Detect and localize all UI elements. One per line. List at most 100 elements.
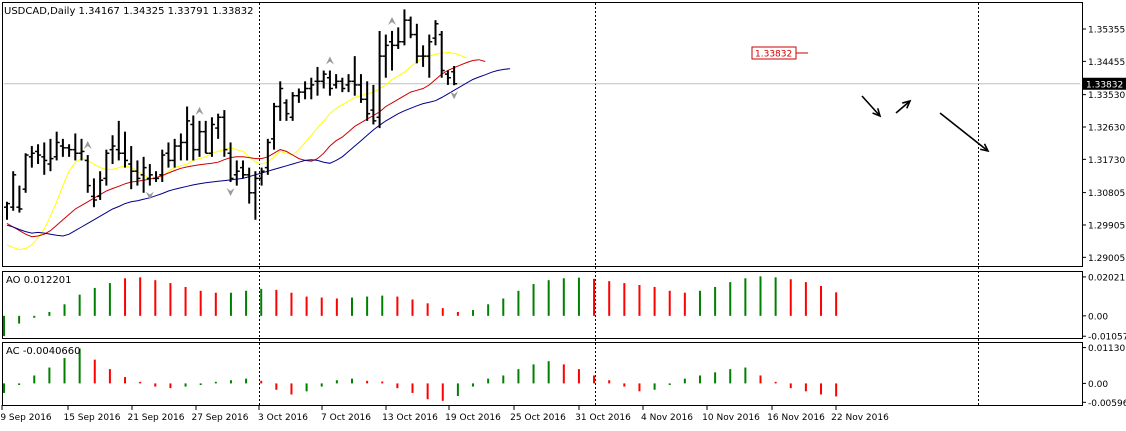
ohlc-bar — [134, 160, 141, 186]
ohlc-bar — [97, 171, 104, 200]
ohlc-bar — [295, 88, 302, 103]
ohlc-bar — [196, 120, 203, 157]
ohlc-bar — [72, 133, 79, 161]
ohlc-bar — [221, 110, 228, 157]
ohlc-bar — [208, 117, 215, 157]
ohlc-bar — [320, 70, 327, 89]
main-panel-frame — [2, 2, 1083, 267]
time-tick-label: 4 Nov 2016 — [641, 413, 693, 423]
price-plot: 1.33832 — [4, 9, 1080, 251]
ohlc-bar — [84, 155, 91, 193]
price-tick-label: 1.29005 — [1088, 254, 1125, 264]
ma-red-line — [6, 59, 486, 238]
ohlc-bar — [35, 144, 42, 165]
down-fractal-arrow — [226, 188, 235, 197]
ohlc-bar — [308, 77, 315, 100]
ohlc-bar — [345, 74, 352, 93]
ohlc-bar — [53, 131, 60, 161]
ac-panel-frame — [2, 342, 1083, 406]
ao-tick-label: -0.010579 — [1088, 333, 1126, 343]
ohlc-bar — [432, 20, 439, 46]
ohlc-bar — [283, 99, 290, 121]
ohlc-bar — [271, 102, 278, 150]
ohlc-bar — [165, 142, 172, 168]
time-tick-label: 15 Sep 2016 — [63, 413, 120, 423]
down-fractal-arrow — [145, 191, 154, 200]
down-fractal-arrow — [450, 91, 459, 100]
ohlc-bar — [109, 135, 116, 165]
ohlc-bar — [128, 146, 135, 190]
time-tick-label: 27 Sep 2016 — [191, 413, 248, 423]
ohlc-bar — [153, 171, 160, 183]
pending-order-label: 1.33832 — [755, 50, 792, 60]
ao-title: AO 0.012201 — [6, 275, 71, 286]
ohlc-bar — [202, 120, 209, 154]
ohlc-bar — [326, 70, 333, 96]
price-tick-label: 1.29905 — [1088, 221, 1125, 231]
time-tick-label: 10 Nov 2016 — [702, 413, 760, 423]
ohlc-bar — [22, 153, 29, 193]
ohlc-bar — [389, 30, 396, 71]
ohlc-bar — [233, 160, 240, 186]
ohlc-bar — [407, 16, 414, 39]
ohlc-bar — [444, 70, 451, 85]
up-fractal-arrow — [388, 16, 397, 25]
ohlc-bar — [364, 81, 371, 121]
ac-tick-label: 0.00 — [1088, 380, 1108, 390]
chart-title: USDCAD,Daily 1.34167 1.34325 1.33791 1.3… — [4, 6, 254, 17]
time-tick-label: 19 Oct 2016 — [445, 413, 501, 423]
price-tick-label: 1.34455 — [1088, 58, 1125, 68]
time-tick-label: 16 Nov 2016 — [767, 413, 825, 423]
price-tick-label: 1.31730 — [1088, 156, 1125, 166]
ohlc-bar — [28, 146, 35, 168]
ohlc-bar — [277, 81, 284, 121]
up-fractal-arrow — [325, 56, 334, 65]
ohlc-bar — [171, 138, 178, 168]
ohlc-bar — [339, 77, 346, 93]
time-tick-label: 7 Oct 2016 — [321, 413, 371, 423]
ohlc-bar — [426, 34, 433, 78]
ohlc-bar — [370, 84, 377, 125]
ohlc-bar — [401, 9, 408, 46]
forecast-arrow-up-head — [902, 99, 912, 109]
ohlc-bar — [140, 156, 147, 193]
time-tick-label: 9 Sep 2016 — [0, 413, 52, 423]
ohlc-bar — [190, 115, 197, 161]
ohlc-bar — [351, 56, 358, 96]
ohlc-bar — [177, 133, 184, 161]
price-tick-label: 1.35355 — [1088, 25, 1125, 35]
ohlc-bar — [451, 66, 458, 86]
ohlc-bar — [121, 131, 128, 168]
current-price-box — [1083, 77, 1126, 90]
ohlc-bar — [16, 185, 23, 213]
price-tick-label: 1.32630 — [1088, 123, 1125, 133]
ao-tick-label: 0.00 — [1088, 312, 1108, 322]
ohlc-bar — [215, 113, 222, 139]
forecast-arrow-down — [861, 95, 881, 117]
up-fractal-arrow — [195, 106, 204, 115]
ohlc-bar — [10, 171, 17, 211]
period-separators — [259, 3, 979, 405]
ac-histogram — [3, 348, 838, 401]
ao-panel-frame — [2, 271, 1083, 339]
time-tick-label: 21 Sep 2016 — [127, 413, 184, 423]
ma-yellow-line — [6, 51, 467, 251]
ac-tick-label: -0.005961 — [1088, 399, 1126, 409]
time-tick-label: 22 Nov 2016 — [831, 413, 889, 423]
ac-title: AC -0.0040660 — [6, 346, 81, 357]
ohlc-bar — [252, 171, 259, 220]
ohlc-bar — [115, 120, 122, 161]
ohlc-bar — [357, 74, 364, 103]
ohlc-bar — [41, 142, 48, 175]
ohlc-bar — [395, 27, 402, 49]
time-tick-label: 13 Oct 2016 — [382, 413, 438, 423]
forecast-arrow-long-down — [939, 112, 989, 152]
ohlc-bar — [146, 164, 153, 186]
ohlc-bar — [103, 149, 110, 186]
ma-blue-line — [6, 68, 511, 237]
ohlc-bar — [59, 138, 66, 157]
ohlc-bar — [382, 34, 389, 78]
ohlc-bar — [258, 167, 265, 186]
